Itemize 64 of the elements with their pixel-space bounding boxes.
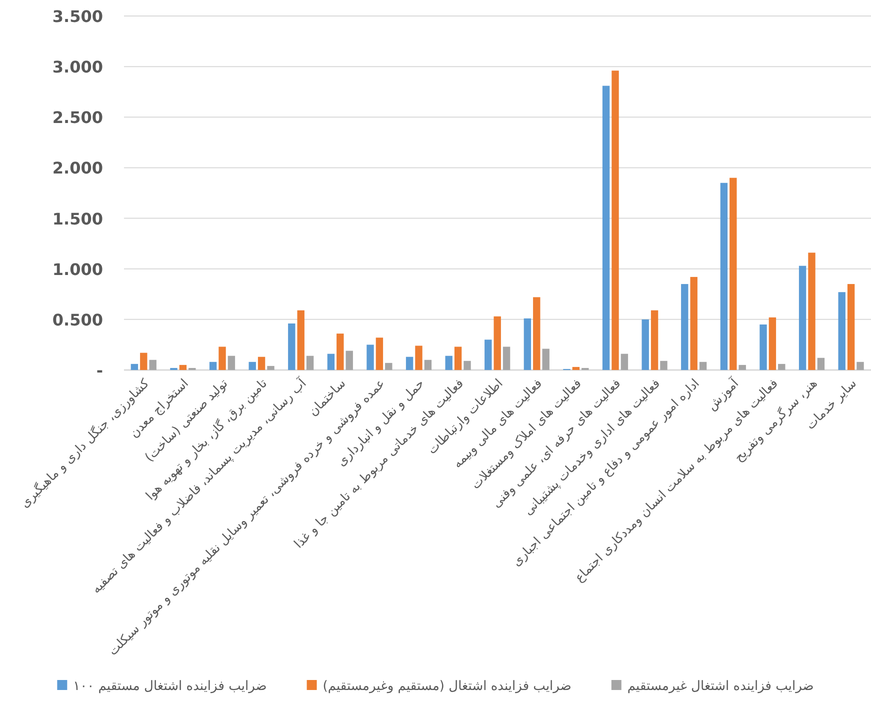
legend-label: ضرایب فزاینده اشتغال مستقیم ۱۰۰ xyxy=(73,679,267,694)
bar xyxy=(502,346,510,370)
y-tick-label: 3.000 xyxy=(52,58,103,77)
bar xyxy=(130,364,138,370)
bar xyxy=(149,360,156,370)
bar xyxy=(366,344,374,370)
bar xyxy=(660,360,668,370)
bar xyxy=(385,362,392,370)
legend-label: ضرایب فزاینده اشتغال غیرمستقیم xyxy=(627,679,814,694)
bar xyxy=(838,292,846,370)
legend-label: ضرایب فزاینده اشتغال (مستقیم وغیرمستقیم) xyxy=(322,679,572,694)
bar xyxy=(760,324,767,370)
bar xyxy=(542,348,550,370)
bar xyxy=(327,354,335,370)
bar xyxy=(376,338,384,370)
bar xyxy=(218,346,226,370)
y-tick-label: 1.000 xyxy=(52,260,103,279)
bar xyxy=(778,364,786,370)
bar xyxy=(847,284,855,370)
bar xyxy=(267,366,274,370)
bar xyxy=(454,346,462,370)
bar xyxy=(464,360,471,370)
bar xyxy=(406,356,414,370)
bar xyxy=(424,360,432,370)
bar xyxy=(650,310,658,370)
y-tick-label: - xyxy=(96,361,103,380)
bar xyxy=(179,364,187,370)
bar xyxy=(209,362,217,370)
bar xyxy=(768,317,776,370)
bar xyxy=(798,266,806,370)
bar xyxy=(415,346,422,370)
y-tick-label: 2.000 xyxy=(52,158,103,178)
bar xyxy=(140,352,148,370)
bar xyxy=(808,252,816,370)
bar xyxy=(288,323,296,370)
bar xyxy=(228,356,236,370)
bar xyxy=(258,356,266,370)
bar xyxy=(494,316,501,370)
y-tick-label: 0.500 xyxy=(52,310,103,330)
bar xyxy=(572,366,580,370)
bar xyxy=(642,319,649,370)
bar xyxy=(699,362,707,370)
bar xyxy=(620,354,628,370)
bar xyxy=(533,297,540,370)
bar xyxy=(248,362,256,370)
y-tick-label: 2.500 xyxy=(52,108,103,128)
bar xyxy=(720,182,728,370)
y-tick-label: 3.500 xyxy=(52,7,103,26)
bar xyxy=(612,70,619,370)
bar xyxy=(730,178,737,370)
bar xyxy=(297,310,304,370)
bar xyxy=(817,358,825,370)
bar xyxy=(681,284,688,370)
bar xyxy=(602,86,610,370)
y-tick-label: 1.500 xyxy=(52,209,103,228)
bar xyxy=(856,362,864,370)
bar xyxy=(306,356,314,370)
bar xyxy=(484,340,492,370)
bar xyxy=(524,318,532,370)
bar xyxy=(445,356,452,370)
bar xyxy=(346,350,353,370)
bar xyxy=(690,276,698,370)
bar xyxy=(738,364,746,370)
bar xyxy=(336,334,344,370)
